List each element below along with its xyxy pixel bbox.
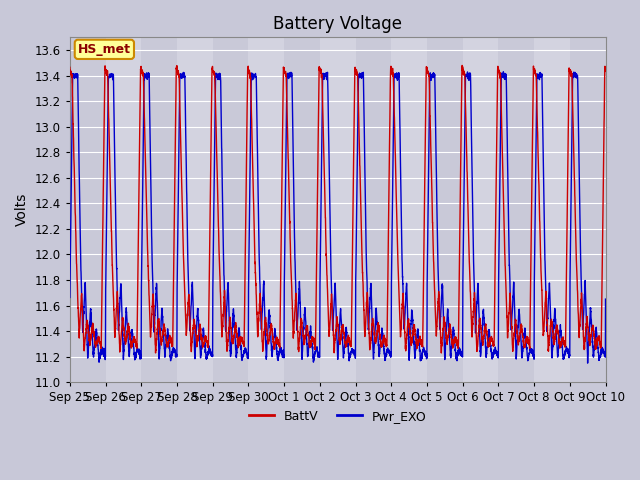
Legend: BattV, Pwr_EXO: BattV, Pwr_EXO [244,405,432,428]
Bar [177,37,212,382]
Bar [391,37,427,382]
Title: Battery Voltage: Battery Voltage [273,15,402,33]
Bar [212,37,248,382]
Bar [499,37,534,382]
Text: HS_met: HS_met [78,43,131,56]
Bar [570,37,605,382]
Bar [320,37,356,382]
Bar [141,37,177,382]
Bar [70,37,106,382]
Bar [248,37,284,382]
Bar [106,37,141,382]
Bar [427,37,463,382]
Bar [356,37,391,382]
Y-axis label: Volts: Volts [15,193,29,227]
Bar [534,37,570,382]
Bar [284,37,320,382]
Bar [463,37,499,382]
